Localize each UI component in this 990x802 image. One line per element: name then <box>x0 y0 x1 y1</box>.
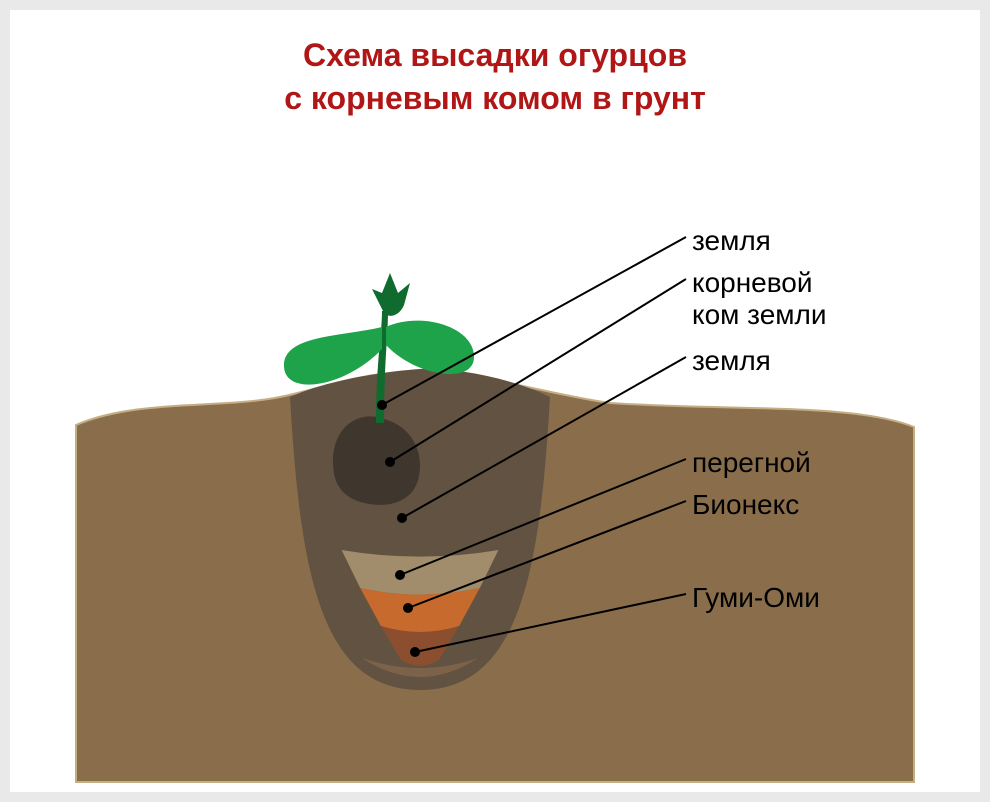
leader-line-soil_top <box>382 237 686 405</box>
label-bionex: Бионекс <box>692 489 799 521</box>
plant-true-leaf <box>372 273 410 316</box>
label-root_ball: корневойком земли <box>692 267 827 331</box>
plant-leaf-right <box>386 321 474 374</box>
label-soil_fill: земля <box>692 345 771 377</box>
label-gumi_omi: Гуми-Оми <box>692 582 820 614</box>
diagram-stage: Схема высадки огурцов с корневым комом в… <box>0 0 990 802</box>
diagram-svg <box>10 10 980 792</box>
layer-humus <box>342 550 499 595</box>
label-soil_top: земля <box>692 225 771 257</box>
label-humus: перегной <box>692 447 811 479</box>
